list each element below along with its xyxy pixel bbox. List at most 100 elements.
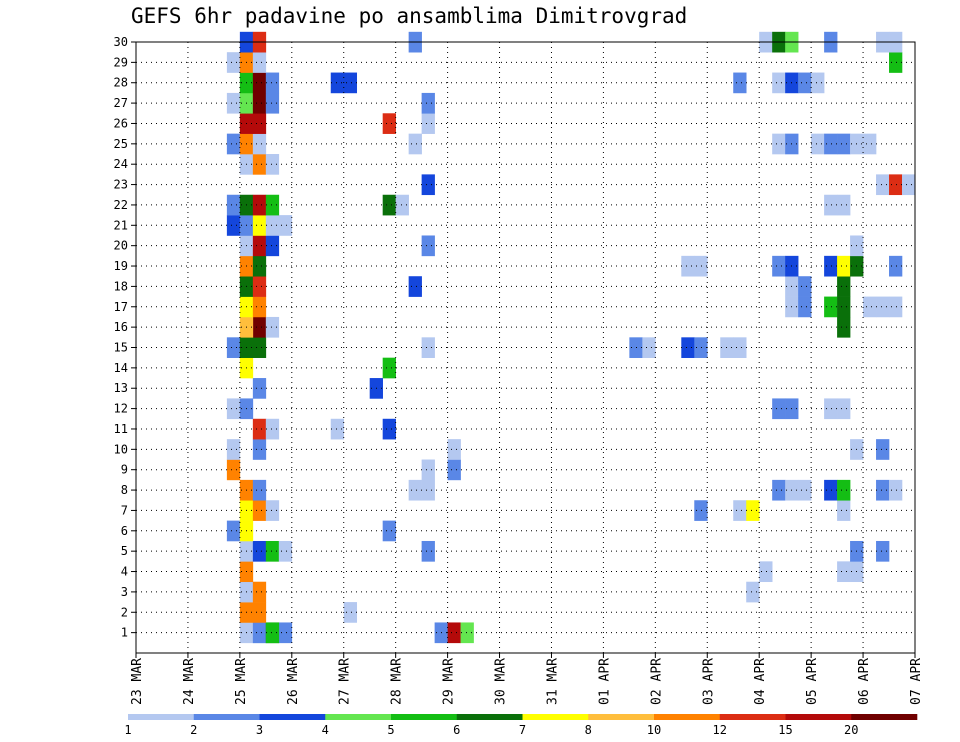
- heatmap-cell: [733, 500, 747, 521]
- x-tick-label: 29 MAR: [442, 658, 457, 705]
- y-tick-label: 27: [114, 96, 128, 110]
- heatmap-cell: [382, 418, 396, 440]
- colorbar-label: 20: [844, 723, 858, 737]
- heatmap-cell: [330, 418, 345, 440]
- heatmap-cell: [902, 174, 916, 196]
- heatmap-cell: [824, 398, 838, 420]
- heatmap-cell: [408, 276, 422, 297]
- heatmap-cell: [252, 72, 267, 94]
- heatmap-cell: [798, 72, 812, 94]
- y-tick-label: 12: [114, 402, 128, 416]
- heatmap-cell: [252, 133, 267, 155]
- heatmap-cell: [421, 92, 435, 114]
- y-tick-label: 10: [114, 442, 128, 456]
- heatmap-cell: [265, 418, 280, 440]
- heatmap-cell: [226, 92, 241, 114]
- heatmap-cell: [447, 459, 461, 481]
- colorbar-swatch: [654, 714, 721, 720]
- heatmap-cell: [798, 479, 812, 501]
- heatmap-cell: [746, 581, 760, 603]
- heatmap-cell: [798, 296, 812, 318]
- heatmap-cell: [837, 561, 851, 583]
- colorbar-label: 12: [713, 723, 727, 737]
- y-tick-label: 30: [114, 35, 128, 49]
- heatmap-cell: [889, 296, 903, 318]
- heatmap-cell: [252, 602, 267, 623]
- heatmap-cell: [226, 133, 241, 155]
- x-tick-label: 23 MAR: [130, 658, 145, 705]
- x-tick-label: 27 MAR: [338, 658, 353, 705]
- x-tick-label: 02 APR: [649, 658, 664, 705]
- x-tick-label: 06 APR: [857, 658, 872, 705]
- x-tick-label: 05 APR: [805, 658, 820, 705]
- heatmap-cells: [226, 31, 916, 644]
- y-tick-label: 19: [114, 259, 128, 273]
- y-tick-label: 17: [114, 300, 128, 314]
- heatmap-cell: [876, 479, 890, 501]
- heatmap-cell: [252, 622, 267, 644]
- heatmap-cell: [252, 194, 267, 216]
- heatmap-cell: [382, 520, 396, 542]
- y-tick-label: 29: [114, 55, 128, 69]
- x-tick-label: 01 APR: [597, 658, 612, 705]
- heatmap-cell: [421, 337, 435, 358]
- heatmap-cell: [824, 194, 838, 216]
- heatmap-cell: [395, 194, 409, 216]
- heatmap-cell: [226, 52, 241, 73]
- colorbar-swatch: [193, 714, 260, 720]
- heatmap-cell: [876, 540, 890, 562]
- heatmap-cell: [733, 72, 747, 94]
- colorbar: 1 2 3 4 5 6 7 8 10 12 15 20: [124, 714, 918, 737]
- y-tick-label: 26: [114, 116, 128, 130]
- heatmap-cell: [252, 52, 267, 73]
- heatmap-cell: [252, 479, 267, 501]
- y-tick-label: 11: [114, 422, 128, 436]
- heatmap-cell: [278, 622, 293, 644]
- heatmap-cell: [252, 154, 267, 175]
- colorbar-label: 15: [778, 723, 792, 737]
- heatmap-cell: [876, 439, 890, 460]
- y-tick-label: 1: [121, 626, 128, 640]
- heatmap-cell: [876, 174, 890, 196]
- heatmap-cell: [252, 439, 267, 460]
- heatmap-cell: [421, 174, 435, 196]
- heatmap-cell: [265, 622, 280, 644]
- heatmap-cell: [265, 540, 280, 562]
- heatmap-cell: [252, 581, 267, 603]
- heatmap-cell: [681, 255, 695, 277]
- heatmap-cell: [772, 479, 786, 501]
- heatmap-cell: [252, 316, 267, 338]
- heatmap-cell: [330, 72, 345, 94]
- y-tick-label: 3: [121, 585, 128, 599]
- y-tick-label: 6: [121, 524, 128, 538]
- x-tick-label: 07 APR: [909, 658, 924, 705]
- heatmap-cell: [889, 479, 903, 501]
- heatmap-cell: [694, 255, 708, 277]
- colorbar-label: 3: [256, 723, 263, 737]
- x-tick-label: 28 MAR: [390, 658, 405, 705]
- heatmap-cell: [382, 113, 396, 134]
- heatmap-cell: [837, 316, 851, 338]
- y-tick-label: 9: [121, 463, 128, 477]
- y-tick-label: 15: [114, 341, 128, 355]
- y-tick-label: 20: [114, 239, 128, 253]
- heatmap-cell: [343, 602, 358, 623]
- heatmap-cell: [226, 439, 241, 460]
- heatmap-cell: [824, 296, 838, 318]
- heatmap-cell: [772, 133, 786, 155]
- heatmap-cell: [252, 540, 267, 562]
- heatmap-cell: [889, 174, 903, 196]
- heatmap-cell: [811, 133, 825, 155]
- heatmap-cell: [252, 337, 267, 358]
- y-tick-label: 14: [114, 361, 128, 375]
- y-tick-label: 28: [114, 76, 128, 90]
- colorbar-swatch: [391, 714, 458, 720]
- chart-title: GEFS 6hr padavine po ansamblima Dimitrov…: [131, 4, 688, 28]
- y-tick-label: 23: [114, 178, 128, 192]
- heatmap-cell: [265, 154, 280, 175]
- heatmap-cell: [837, 500, 851, 521]
- y-tick-label: 13: [114, 381, 128, 395]
- x-tick-label: 30 MAR: [494, 658, 509, 705]
- x-tick-label: 04 APR: [753, 658, 768, 705]
